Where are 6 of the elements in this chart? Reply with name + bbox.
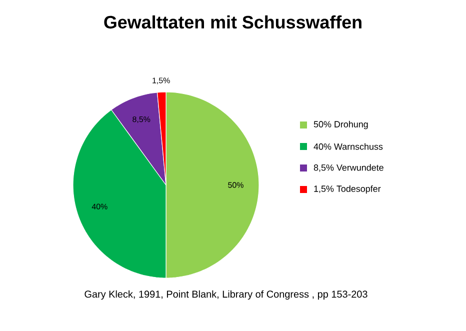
legend-label: 40% Warnschuss xyxy=(314,143,383,150)
legend-label: 8,5% Verwundete xyxy=(314,164,384,172)
legend-label: 1,5% Todesopfer xyxy=(314,185,381,194)
legend-label: 50% Drohung xyxy=(314,120,368,130)
text: Gary Kleck, 1991, Point Blank, Library of Congress , pp 153-203 xyxy=(84,290,368,300)
chart-title: Gewalttaten mit Schusswaffen xyxy=(104,15,362,29)
